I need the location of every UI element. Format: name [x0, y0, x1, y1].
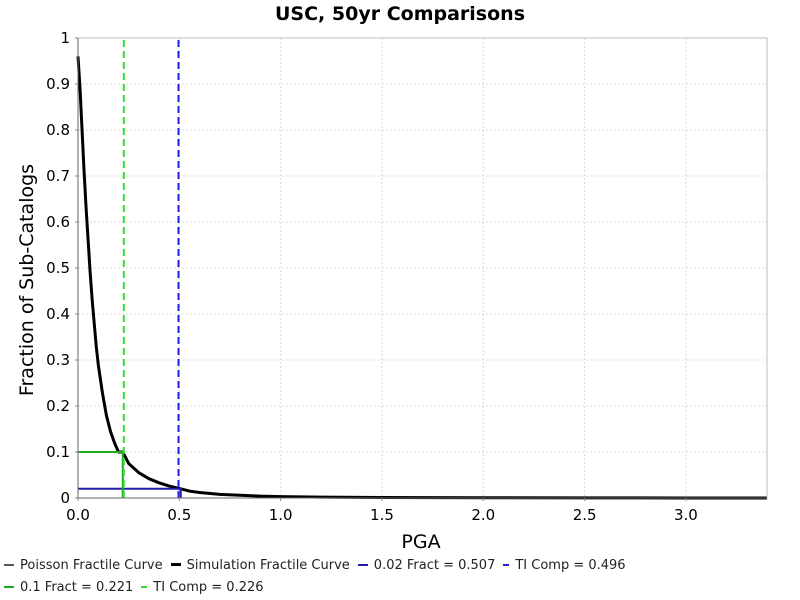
y-tick-label: 0.8: [46, 121, 70, 139]
y-axis-ticks: 0 0.1 0.2 0.3 0.4 0.5 0.6 0.7 0.8 0.9 1: [46, 29, 78, 507]
y-tick-label: 0.5: [46, 259, 70, 277]
x-tick-label: 2.5: [573, 506, 597, 524]
series-line-1: [76, 56, 768, 500]
legend-item: Simulation Fractile Curve: [170, 555, 350, 577]
y-tick-label: 0.9: [46, 75, 70, 93]
legend-swatch: [357, 563, 368, 566]
legend-label: Simulation Fractile Curve: [186, 558, 350, 573]
legend-swatch: [4, 563, 14, 566]
y-tick-label: 0.1: [46, 443, 70, 461]
x-tick-label: 2.0: [471, 506, 495, 524]
fractile-chart: USC, 50yr Comparisons 0.0 0.5 1.0 1.5 2.0 2.5…: [16, 3, 768, 553]
series-layer: [76, 38, 768, 500]
y-axis-label: Fraction of Sub-Catalogs: [16, 164, 38, 396]
x-tick-label: 3.0: [674, 506, 698, 524]
x-axis-label: PGA: [401, 531, 440, 553]
legend-swatch: [4, 585, 14, 588]
y-tick-label: 0.6: [46, 213, 70, 231]
legend-item: 0.1 Fract = 0.221: [4, 577, 133, 599]
y-tick-label: 1: [60, 29, 70, 47]
legend-item: Poisson Fractile Curve: [4, 555, 163, 577]
legend-label: 0.02 Fract = 0.507: [373, 558, 496, 573]
legend-item: TI Comp = 0.496: [503, 555, 626, 577]
series-line-2: [78, 487, 182, 498]
legend-label: Poisson Fractile Curve: [20, 558, 163, 573]
x-tick-label: 0.0: [66, 506, 90, 524]
legend-swatch: [170, 563, 181, 566]
y-tick-label: 0.3: [46, 351, 70, 369]
legend-row: Poisson Fractile Curve Simulation Fractil…: [4, 555, 634, 577]
legend-swatch: [141, 585, 148, 588]
legend-label: 0.1 Fract = 0.221: [20, 580, 134, 595]
legend-label: TI Comp = 0.496: [515, 558, 626, 573]
y-tick-label: 0: [60, 489, 70, 507]
legend-row: 0.1 Fract = 0.221 TI Comp = 0.226: [4, 577, 272, 599]
x-axis-ticks: 0.0 0.5 1.0 1.5 2.0 2.5 3.0: [66, 498, 698, 524]
legend-label: TI Comp = 0.226: [153, 580, 264, 595]
x-tick-label: 0.5: [167, 506, 191, 524]
y-tick-label: 0.2: [46, 397, 70, 415]
y-tick-label: 0.7: [46, 167, 70, 185]
legend-item: 0.02 Fract = 0.507: [357, 555, 496, 577]
x-tick-label: 1.0: [269, 506, 293, 524]
series-line-4: [78, 451, 124, 498]
y-tick-label: 0.4: [46, 305, 70, 323]
legend-item: TI Comp = 0.226: [141, 577, 264, 599]
chart-title: USC, 50yr Comparisons: [275, 3, 525, 25]
legend-swatch: [503, 563, 510, 566]
x-tick-label: 1.5: [370, 506, 394, 524]
